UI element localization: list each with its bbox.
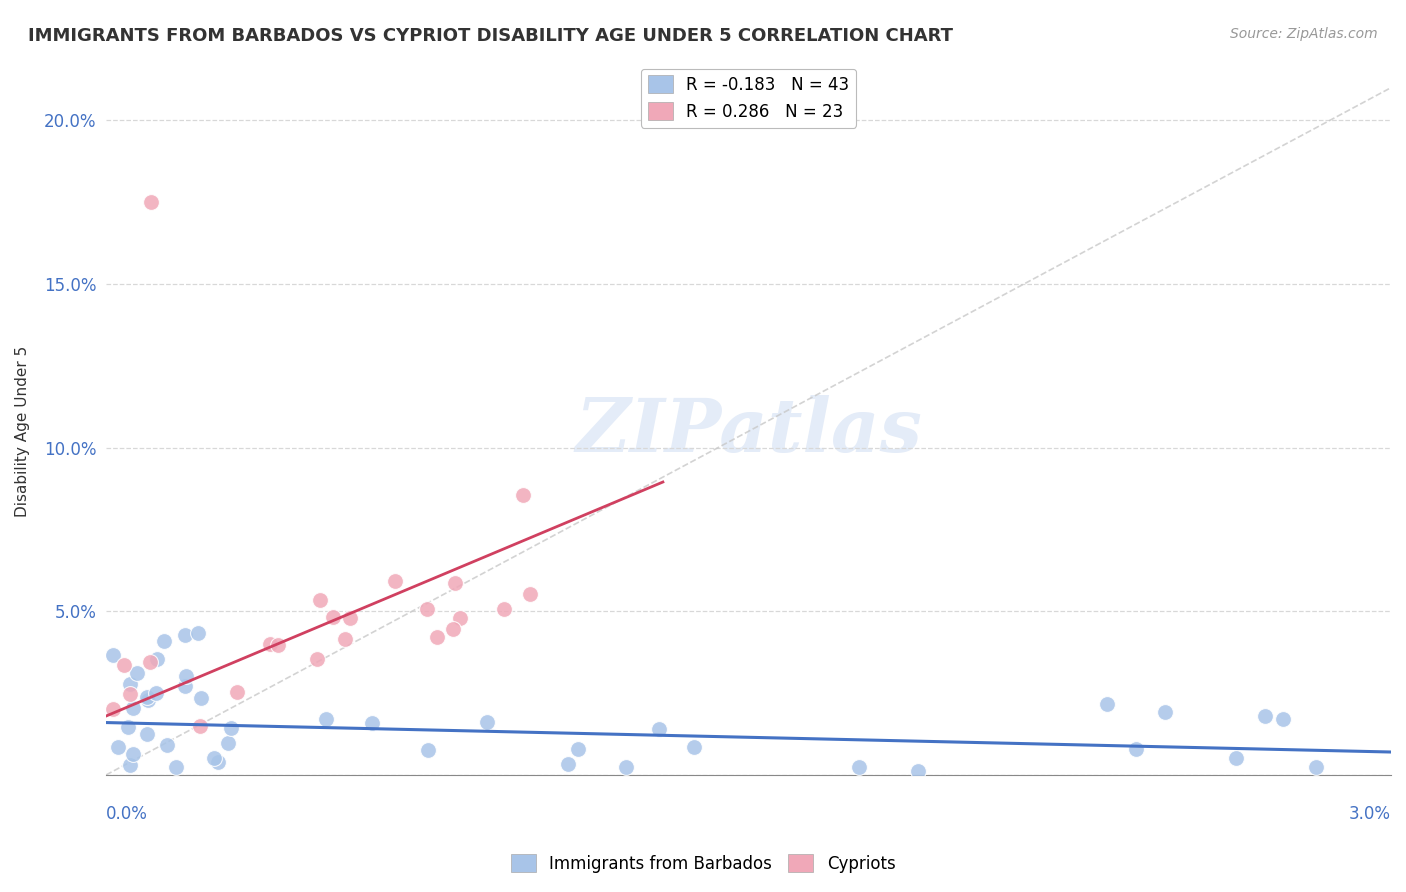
Point: [557, 756, 579, 771]
Point: [426, 630, 449, 644]
Point: [335, 632, 357, 646]
Point: [187, 625, 209, 640]
Point: [682, 739, 704, 754]
Point: [416, 602, 439, 616]
Point: [103, 702, 125, 716]
Point: [339, 610, 361, 624]
Point: [1225, 751, 1247, 765]
Point: [567, 742, 589, 756]
Point: [449, 611, 471, 625]
Point: [218, 736, 240, 750]
Point: [136, 693, 159, 707]
Point: [494, 602, 516, 616]
Y-axis label: Disability Age Under 5: Disability Age Under 5: [15, 346, 30, 517]
Point: [1253, 708, 1275, 723]
Point: [122, 747, 145, 761]
Point: [361, 716, 384, 731]
Point: [267, 638, 290, 652]
Point: [153, 633, 176, 648]
Point: [322, 610, 344, 624]
Point: [848, 760, 870, 774]
Point: [309, 592, 332, 607]
Point: [512, 488, 534, 502]
Point: [174, 628, 197, 642]
Point: [1272, 712, 1295, 726]
Point: [101, 648, 124, 663]
Text: Source: ZipAtlas.com: Source: ZipAtlas.com: [1230, 27, 1378, 41]
Text: 3.0%: 3.0%: [1348, 805, 1391, 823]
Point: [444, 575, 467, 590]
Point: [315, 712, 337, 726]
Point: [173, 679, 195, 693]
Point: [207, 756, 229, 770]
Point: [1305, 759, 1327, 773]
Point: [1125, 742, 1147, 756]
Point: [188, 719, 211, 733]
Point: [384, 574, 406, 588]
Point: [118, 677, 141, 691]
Point: [190, 690, 212, 705]
Text: ZIPatlas: ZIPatlas: [575, 395, 922, 467]
Point: [117, 720, 139, 734]
Point: [519, 587, 541, 601]
Point: [139, 656, 162, 670]
Point: [146, 651, 169, 665]
Point: [122, 701, 145, 715]
Point: [648, 722, 671, 736]
Text: IMMIGRANTS FROM BARBADOS VS CYPRIOT DISABILITY AGE UNDER 5 CORRELATION CHART: IMMIGRANTS FROM BARBADOS VS CYPRIOT DISA…: [28, 27, 953, 45]
Point: [156, 738, 179, 752]
Point: [1153, 706, 1175, 720]
Point: [202, 750, 225, 764]
Legend: R = -0.183   N = 43, R = 0.286   N = 23: R = -0.183 N = 43, R = 0.286 N = 23: [641, 69, 856, 128]
Legend: Immigrants from Barbados, Cypriots: Immigrants from Barbados, Cypriots: [503, 847, 903, 880]
Point: [614, 759, 637, 773]
Point: [165, 760, 187, 774]
Point: [1097, 697, 1119, 711]
Point: [145, 686, 167, 700]
Point: [418, 743, 440, 757]
Point: [125, 666, 148, 681]
Point: [120, 687, 142, 701]
Point: [176, 669, 198, 683]
Point: [441, 622, 464, 636]
Point: [112, 658, 135, 673]
Point: [118, 758, 141, 772]
Point: [307, 652, 329, 666]
Point: [107, 740, 129, 755]
Text: 0.0%: 0.0%: [105, 805, 148, 823]
Point: [219, 721, 242, 735]
Point: [225, 685, 247, 699]
Point: [477, 714, 499, 729]
Point: [135, 690, 157, 704]
Point: [259, 637, 281, 651]
Point: [135, 727, 157, 741]
Point: [907, 764, 929, 779]
Point: [139, 195, 162, 210]
